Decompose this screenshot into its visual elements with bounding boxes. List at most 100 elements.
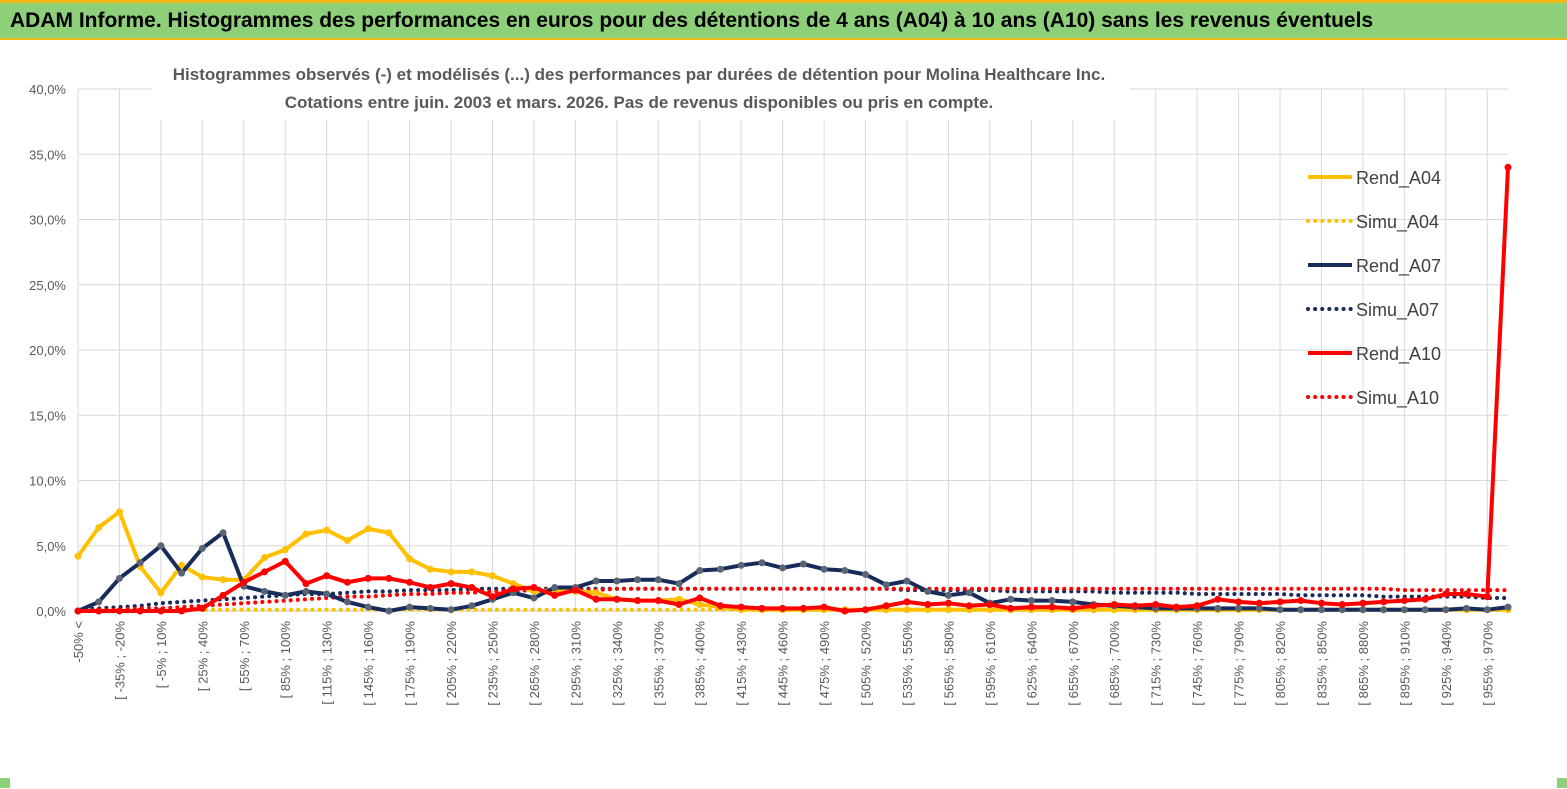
- data-point: [364, 525, 372, 533]
- data-point: [115, 508, 123, 516]
- x-tick-label: [ 385% ; 400%: [693, 621, 708, 706]
- x-tick-label: [ 445% ; 460%: [776, 621, 791, 706]
- x-tick-label: [ 715% ; 730%: [1149, 621, 1164, 706]
- data-point: [157, 542, 165, 550]
- data-point: [198, 604, 206, 612]
- data-point: [1090, 602, 1098, 610]
- series-Rend_A04: [74, 508, 1512, 614]
- series-line: [77, 530, 1509, 613]
- series: [74, 163, 1512, 615]
- y-tick-label: 5,0%: [36, 539, 66, 554]
- data-point: [488, 593, 496, 601]
- data-point: [302, 587, 310, 595]
- series-line: [76, 586, 1510, 613]
- legend-label: Rend_A07: [1356, 256, 1441, 277]
- data-point: [696, 600, 704, 608]
- data-point: [447, 568, 455, 576]
- x-tick-label: [ 145% ; 160%: [361, 621, 376, 706]
- data-point: [95, 607, 103, 615]
- series-line: [78, 167, 1510, 613]
- data-point: [1297, 606, 1305, 614]
- data-point: [592, 577, 600, 585]
- legend-label: Simu_A07: [1356, 300, 1439, 321]
- data-point: [509, 585, 517, 593]
- data-point: [654, 597, 662, 605]
- x-tick-label: [ 115% ; 130%: [320, 621, 335, 705]
- data-point: [115, 607, 123, 615]
- data-point: [447, 606, 455, 614]
- data-point: [95, 598, 103, 606]
- y-tick-label: 30,0%: [29, 213, 66, 228]
- x-tick-label: [ 745% ; 760%: [1190, 621, 1205, 706]
- banner: ADAM Informe. Histogrammes des performan…: [0, 0, 1567, 40]
- series-Simu_A10: [76, 586, 1510, 613]
- data-point: [261, 553, 269, 561]
- x-tick-label: [ 835% ; 850%: [1314, 621, 1329, 706]
- x-tick-label: [ 865% ; 880%: [1356, 621, 1371, 706]
- data-point: [613, 595, 621, 603]
- x-tick-label: [ 805% ; 820%: [1273, 621, 1288, 706]
- data-point: [1276, 606, 1284, 614]
- y-tick-label: 35,0%: [29, 147, 66, 162]
- data-point: [551, 591, 559, 599]
- data-point: [675, 580, 683, 588]
- data-point: [198, 544, 206, 552]
- data-point: [737, 603, 745, 611]
- data-point: [74, 607, 82, 615]
- data-point: [634, 597, 642, 605]
- data-point: [1442, 590, 1450, 598]
- data-point: [1359, 606, 1367, 614]
- data-point: [986, 600, 994, 608]
- chart-title-line2: Cotations entre juin. 2003 et mars. 2026…: [285, 93, 994, 112]
- data-point: [1338, 606, 1346, 614]
- data-point: [758, 604, 766, 612]
- data-point: [364, 603, 372, 611]
- data-point: [903, 577, 911, 585]
- data-point: [944, 591, 952, 599]
- corner-mark: [0, 778, 10, 788]
- corner-mark: [1557, 778, 1567, 788]
- x-tick-label: [ -5% ; 10%: [154, 621, 169, 689]
- data-point: [1007, 595, 1015, 603]
- x-tick-label: [ 85% ; 100%: [278, 621, 293, 699]
- chart-title: Histogrammes observés (-) et modélisés (…: [152, 58, 1130, 120]
- data-point: [862, 570, 870, 578]
- legend-item: Simu_A07: [1306, 300, 1439, 321]
- data-point: [281, 546, 289, 554]
- x-tick-label: [ 265% ; 280%: [527, 621, 542, 706]
- data-point: [261, 568, 269, 576]
- data-point: [136, 559, 144, 567]
- data-point: [779, 564, 787, 572]
- data-point: [944, 599, 952, 607]
- data-point: [1400, 606, 1408, 614]
- data-point: [178, 561, 186, 569]
- x-axis-ticks: -50% < [ -35% ; -20% [ -5% ; 10% [ 25% ; 40…: [71, 621, 1495, 706]
- data-point: [488, 572, 496, 580]
- data-point: [1297, 597, 1305, 605]
- data-point: [261, 587, 269, 595]
- data-point: [1131, 602, 1139, 610]
- data-point: [592, 589, 600, 597]
- data-point: [240, 578, 248, 586]
- data-point: [903, 598, 911, 606]
- data-point: [986, 606, 994, 614]
- data-point: [281, 591, 289, 599]
- x-tick-label: [ 955% ; 970%: [1480, 621, 1495, 706]
- data-point: [634, 576, 642, 584]
- data-point: [1235, 598, 1243, 606]
- data-point: [385, 607, 393, 615]
- legend-item: Rend_A07: [1308, 256, 1441, 277]
- data-point: [1421, 595, 1429, 603]
- data-point: [219, 576, 227, 584]
- y-tick-label: 10,0%: [29, 474, 66, 489]
- legend-label: Rend_A04: [1356, 168, 1441, 189]
- data-point: [841, 567, 849, 575]
- data-point: [1235, 604, 1243, 612]
- data-point: [1483, 606, 1491, 614]
- data-point: [447, 580, 455, 588]
- legend-label: Simu_A10: [1356, 388, 1439, 409]
- data-point: [95, 523, 103, 531]
- data-point: [74, 552, 82, 560]
- data-point: [924, 606, 932, 614]
